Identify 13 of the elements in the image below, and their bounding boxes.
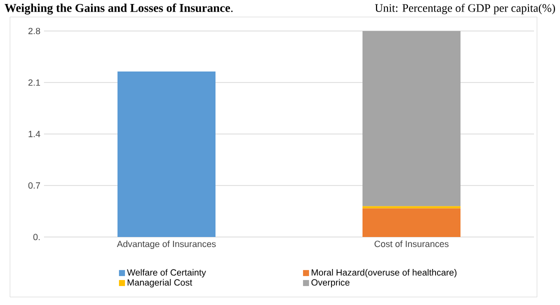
y-tick-label: 0.: [33, 234, 40, 240]
y-tick-label: 2.8: [28, 28, 40, 34]
legend-label: Moral Hazard(overuse of healthcare): [312, 269, 456, 278]
y-tick-label: 1.4: [28, 130, 40, 138]
chart-subtitle: Unit: Percentage of GDP per capita(%): [375, 4, 555, 14]
x-tick-label: Cost of Insurances: [374, 240, 449, 248]
legend-label: Managerial Cost: [128, 279, 192, 288]
chart-title: Weighing the Gains and Losses of Insurance.: [4, 3, 233, 15]
y-tick-label: 0.7: [28, 182, 40, 189]
y-tick-label: 2.1: [28, 79, 40, 86]
legend-label: Overprice: [311, 279, 350, 288]
legend-label: Welfare of Certainty: [127, 269, 206, 278]
x-tick-label: Advantage of Insurances: [116, 240, 216, 249]
